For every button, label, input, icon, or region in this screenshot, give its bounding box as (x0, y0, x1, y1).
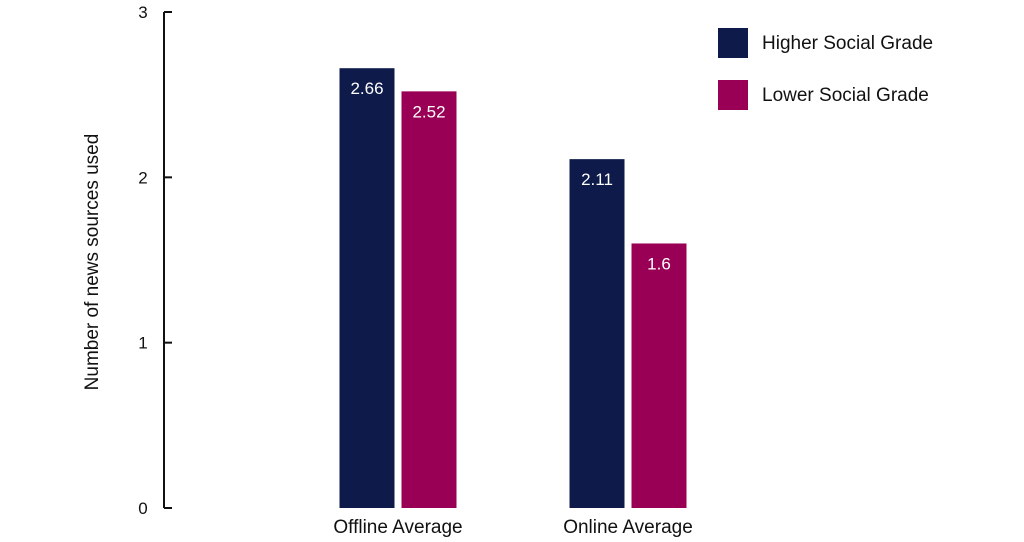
data-label: 2.11 (581, 170, 613, 189)
y-tick-label: 2 (138, 168, 147, 187)
bar (339, 68, 395, 509)
legend-label: Lower Social Grade (762, 85, 929, 106)
data-label: 2.66 (350, 79, 383, 98)
y-tick-label: 0 (138, 499, 147, 518)
category-labels: Offline Average Online Average (333, 517, 692, 538)
x-category-label: Offline Average (333, 517, 462, 538)
y-axis: 0 1 2 3 (138, 3, 172, 518)
bars: 2.66 2.52 2.11 1.6 (339, 68, 687, 509)
y-tick-label: 3 (138, 3, 147, 22)
y-tick-label: 1 (138, 334, 147, 353)
legend: Higher Social Grade Lower Social Grade (718, 28, 933, 110)
x-category-label: Online Average (563, 517, 693, 538)
data-label: 2.52 (412, 102, 445, 121)
bar (569, 159, 625, 508)
data-label: 1.6 (647, 254, 671, 273)
legend-label: Higher Social Grade (762, 33, 933, 54)
bar (631, 243, 687, 508)
legend-swatch (718, 80, 748, 110)
legend-swatch (718, 28, 748, 58)
bar (401, 91, 457, 509)
y-axis-title: Number of news sources used (82, 134, 103, 391)
